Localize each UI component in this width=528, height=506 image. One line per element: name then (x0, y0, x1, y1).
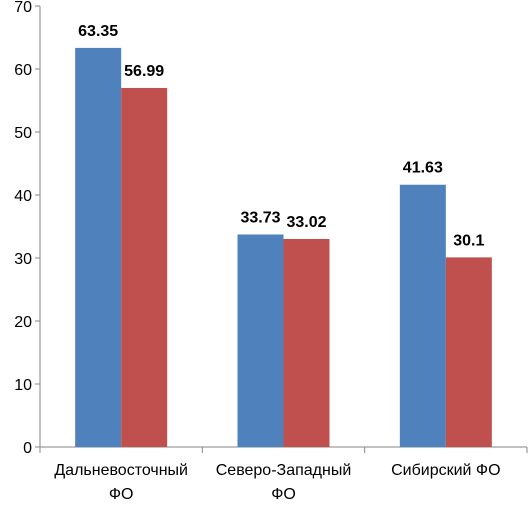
bar (283, 238, 330, 447)
x-tick-label: Северо-Западный (216, 462, 352, 479)
data-label: 33.02 (286, 214, 326, 231)
y-tick-label: 50 (14, 125, 32, 142)
data-label: 56.99 (124, 63, 164, 80)
bar (75, 47, 122, 448)
bar (399, 184, 446, 447)
data-label: 33.73 (240, 210, 280, 227)
y-tick-label: 60 (14, 62, 32, 79)
data-label: 30.1 (453, 232, 484, 249)
y-tick-label: 10 (14, 377, 32, 394)
data-label: 63.35 (78, 23, 118, 40)
y-tick-label: 0 (23, 440, 32, 457)
x-tick-label: ФО (271, 486, 296, 503)
bar (237, 234, 284, 447)
y-tick-label: 30 (14, 251, 32, 268)
plot-area: 0 10 20 30 40 50 60 70 63.35 56.99 Дальневосточный… (14, 0, 528, 503)
x-tick-label: ФО (109, 486, 134, 503)
y-tick-label: 40 (14, 188, 32, 205)
y-tick-label: 70 (14, 0, 32, 16)
x-tick-label: Дальневосточный (54, 462, 188, 479)
y-tick-label: 20 (14, 314, 32, 331)
bar (121, 87, 168, 447)
data-label: 41.63 (403, 160, 443, 177)
x-tick-label: Сибирский ФО (391, 462, 500, 479)
bar (445, 257, 492, 447)
